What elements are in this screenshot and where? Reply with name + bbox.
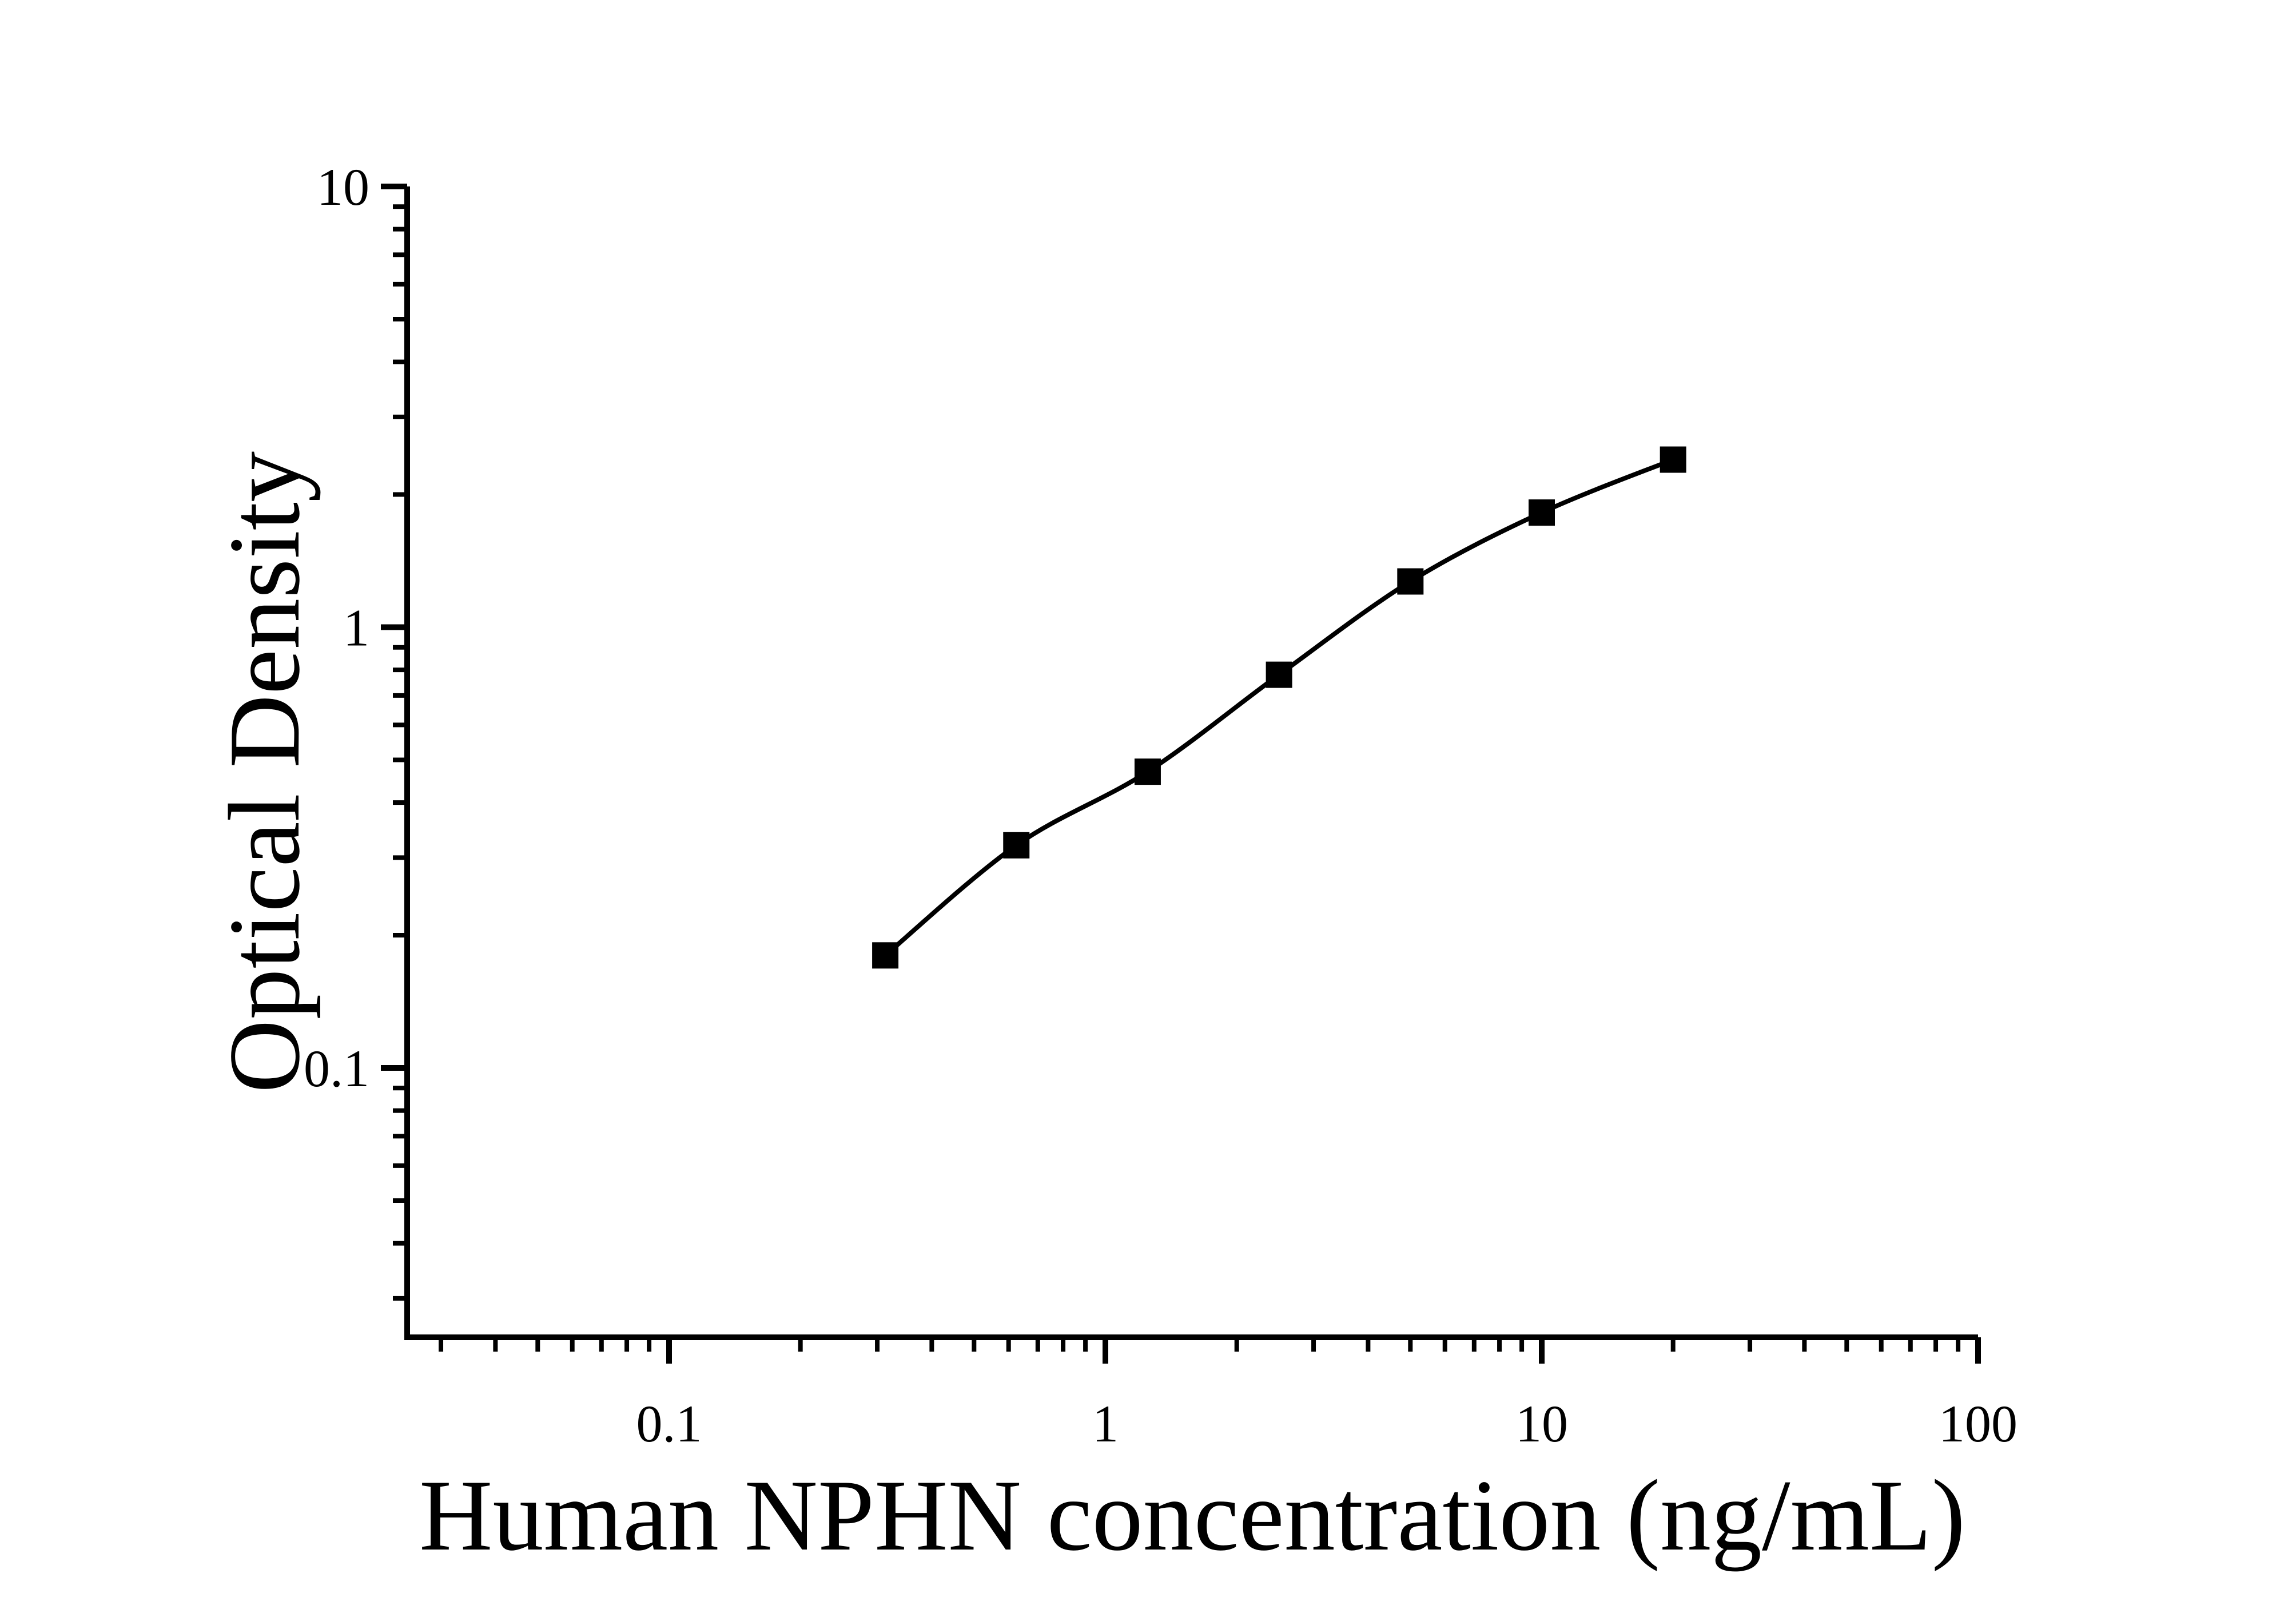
x-tick-label: 1 — [1092, 1395, 1119, 1453]
data-point-marker — [1660, 446, 1686, 473]
data-point-marker — [1134, 758, 1161, 785]
y-tick-label: 10 — [317, 158, 369, 216]
x-axis-title: Human NPHN concentration (ng/mL) — [419, 1459, 1965, 1572]
data-point-marker — [872, 942, 899, 969]
y-tick-label: 1 — [343, 599, 369, 657]
y-axis-title: Optical Density — [208, 451, 321, 1094]
y-tick-label: 0.1 — [304, 1039, 369, 1098]
data-point-marker — [1529, 499, 1555, 526]
x-tick-label: 100 — [1939, 1395, 2018, 1453]
data-point-marker — [1397, 568, 1424, 595]
standard-curve-line — [884, 457, 1674, 958]
x-tick-label: 0.1 — [636, 1395, 702, 1453]
x-tick-label: 10 — [1515, 1395, 1568, 1453]
data-point-marker — [1266, 661, 1292, 688]
data-point-marker — [1003, 832, 1030, 859]
